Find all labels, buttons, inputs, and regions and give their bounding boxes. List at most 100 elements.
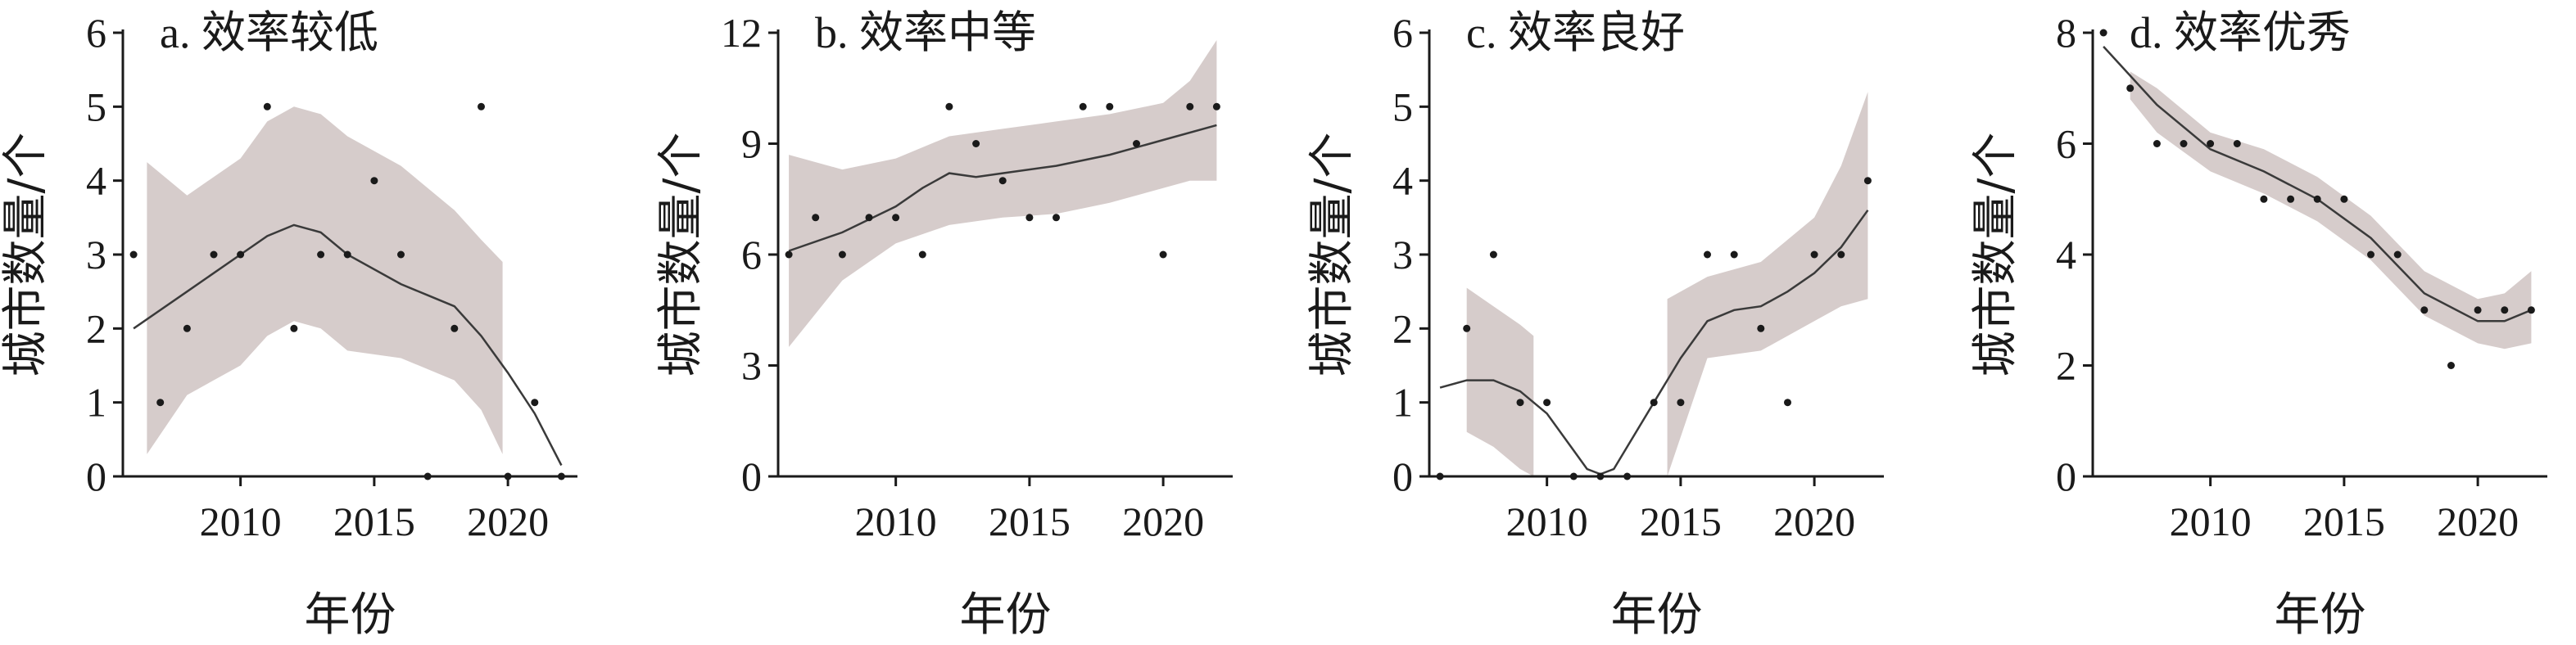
data-point [2340, 195, 2348, 203]
confidence-band [2130, 71, 2532, 350]
y-tick-label: 5 [86, 83, 106, 129]
y-tick-label: 2 [86, 305, 106, 351]
y-tick-label: 4 [86, 158, 106, 204]
data-point [1543, 399, 1551, 407]
x-axis-title: 年份 [1611, 589, 1703, 642]
data-point [1489, 250, 1497, 259]
x-tick-label: 2020 [1773, 498, 1855, 544]
fit-curve [2103, 46, 2532, 322]
x-tick-label: 2015 [1640, 498, 1722, 544]
data-point [785, 250, 793, 259]
y-tick-label: 3 [1392, 232, 1413, 277]
data-point [129, 250, 138, 259]
data-point [317, 250, 325, 259]
x-axis-title: 年份 [305, 589, 396, 642]
panel-title: c. 效率良好 [1466, 8, 1685, 57]
data-point [1025, 214, 1034, 222]
y-axis-title: 城市数量/个 [654, 133, 708, 377]
data-point [1730, 250, 1738, 259]
y-tick-label: 3 [741, 343, 762, 389]
y-tick-label: 2 [2056, 343, 2076, 389]
y-tick-label: 3 [86, 232, 106, 277]
x-axis-title: 年份 [960, 589, 1052, 642]
data-point [1463, 324, 1471, 332]
x-tick-label: 2020 [1122, 498, 1204, 544]
y-tick-label: 0 [1392, 453, 1413, 499]
y-tick-label: 6 [1392, 10, 1413, 56]
data-point [2420, 306, 2429, 314]
data-point [865, 214, 873, 222]
data-point [1516, 399, 1524, 407]
x-tick-label: 2020 [2437, 498, 2519, 544]
data-point [2260, 195, 2268, 203]
data-point [2447, 362, 2455, 369]
data-point [1053, 214, 1060, 222]
data-point [945, 102, 953, 111]
confidence-band [147, 106, 503, 454]
y-tick-label: 6 [2056, 121, 2076, 167]
data-point [812, 214, 820, 222]
x-tick-label: 2020 [467, 498, 549, 544]
fit-curve [1439, 210, 1869, 476]
data-point [2126, 84, 2135, 92]
y-tick-label: 2 [1392, 305, 1413, 351]
y-tick-label: 12 [721, 10, 762, 56]
data-point [2207, 140, 2215, 147]
data-point [237, 250, 245, 259]
data-point [2313, 195, 2321, 203]
data-point [1133, 140, 1140, 147]
data-point [2287, 195, 2295, 203]
data-point [998, 177, 1007, 185]
data-point [1159, 250, 1167, 259]
y-tick-label: 0 [86, 453, 106, 499]
x-tick-label: 2015 [989, 498, 1071, 544]
data-point [290, 324, 298, 332]
data-point [531, 399, 539, 407]
y-tick-label: 6 [86, 10, 106, 56]
data-point [1863, 177, 1872, 185]
y-tick-label: 1 [1392, 380, 1413, 426]
y-tick-label: 6 [741, 232, 762, 277]
confidence-band [1667, 92, 1868, 477]
data-point [450, 324, 459, 332]
data-point [918, 250, 926, 259]
data-point [1784, 399, 1791, 407]
confidence-band [789, 40, 1217, 347]
y-tick-label: 4 [2056, 232, 2076, 277]
y-tick-label: 0 [2056, 453, 2076, 499]
x-tick-label: 2015 [2303, 498, 2385, 544]
data-point [1704, 250, 1711, 259]
data-point [2099, 29, 2107, 37]
data-point [1079, 102, 1087, 111]
data-point [1186, 102, 1194, 111]
data-point [1810, 250, 1818, 259]
panel-title: d. 效率优秀 [2130, 8, 2351, 57]
data-point [892, 214, 900, 222]
data-point [156, 399, 165, 407]
panel-title: b. 效率中等 [815, 8, 1036, 57]
fit-curve [788, 124, 1217, 252]
data-point [1677, 399, 1685, 407]
data-point [263, 102, 271, 111]
data-point [2393, 250, 2402, 259]
data-point [2474, 306, 2482, 314]
y-axis-title: 城市数量/个 [1969, 133, 2022, 377]
x-tick-label: 2010 [855, 498, 937, 544]
data-point [838, 250, 846, 259]
y-tick-label: 0 [741, 453, 762, 499]
data-point [2153, 140, 2161, 147]
data-point [1837, 250, 1845, 259]
y-tick-label: 4 [1392, 158, 1413, 204]
panel-title: a. 效率较低 [160, 8, 378, 57]
y-tick-label: 9 [741, 121, 762, 167]
data-point [2367, 250, 2375, 259]
y-axis-title: 城市数量/个 [0, 133, 52, 377]
data-point [1757, 324, 1765, 332]
data-point [2527, 306, 2535, 314]
x-tick-label: 2010 [1506, 498, 1588, 544]
y-tick-label: 8 [2056, 10, 2076, 56]
